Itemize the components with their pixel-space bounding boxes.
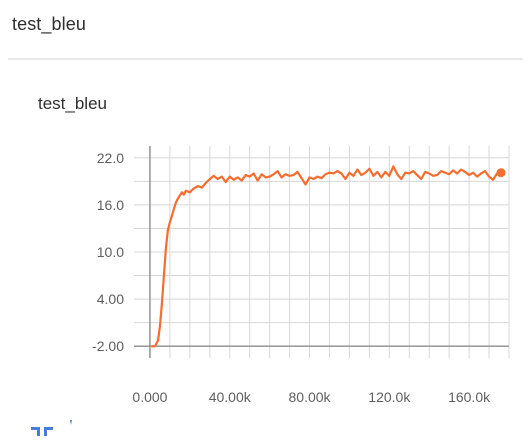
card-controls	[42, 420, 72, 440]
y-tick-label-1: 16.0	[97, 197, 124, 213]
menu-icon[interactable]	[70, 420, 72, 440]
x-tick-label-0: 0.000	[132, 389, 167, 405]
series-layer	[150, 165, 506, 348]
x-tick-label-2: 80.00k	[289, 389, 332, 405]
grid-layer	[134, 146, 510, 358]
series-line	[150, 165, 503, 348]
chart-wrap: 22.0 16.0 10.0 4.00 -2.00 0.000 40.00k 80.00k 12…	[8, 62, 523, 436]
x-tick-label-3: 120.0k	[368, 389, 411, 405]
section-header-title: test_bleu	[12, 14, 86, 34]
chart-svg: 22.0 16.0 10.0 4.00 -2.00 0.000 40.00k 80.00k 12…	[92, 146, 510, 405]
scalar-card: test_bleu 22.0 16.0 10.0 4.00 -2.00 0.000 40.0…	[8, 62, 523, 440]
tick-layer: 22.0 16.0 10.0 4.00 -2.00 0.000 40.00k 80.00k 12…	[92, 150, 491, 405]
section-divider	[8, 58, 523, 60]
x-tick-label-1: 40.00k	[209, 389, 252, 405]
menu-icon-glyph	[70, 420, 72, 440]
chart-title: test_bleu	[38, 94, 107, 113]
axes-layer	[134, 146, 509, 358]
y-tick-label-2: 10.0	[97, 244, 124, 260]
y-tick-label-4: -2.00	[92, 338, 124, 354]
x-tick-label-4: 160.0k	[448, 389, 491, 405]
series-end-point	[496, 168, 506, 178]
y-tick-label-0: 22.0	[97, 150, 124, 166]
y-tick-label-3: 4.00	[97, 291, 124, 307]
